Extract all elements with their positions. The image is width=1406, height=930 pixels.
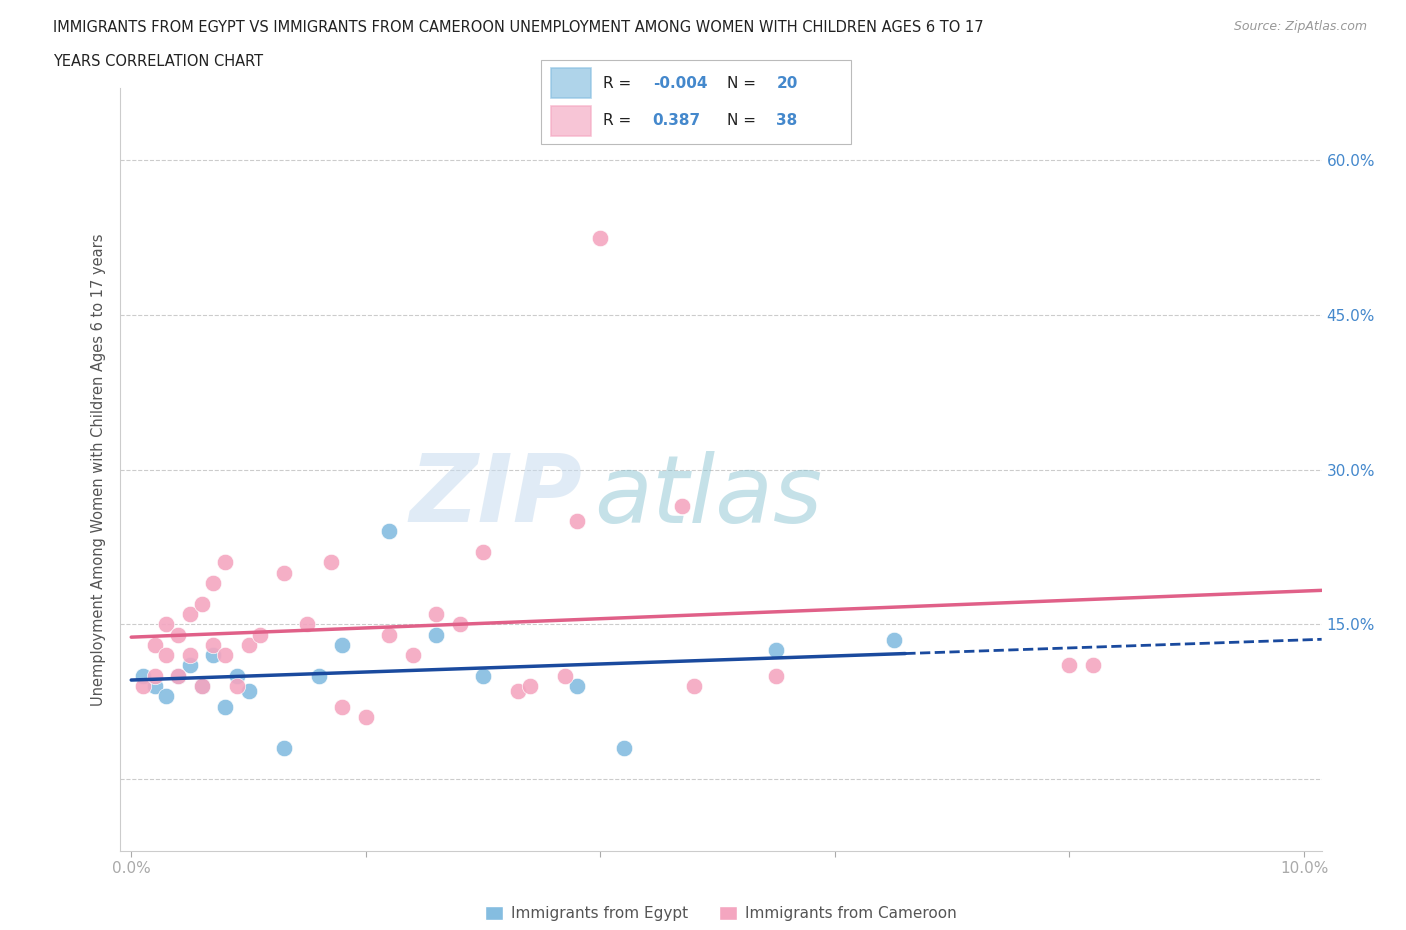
Text: R =: R = <box>603 113 637 128</box>
Point <box>883 632 905 647</box>
Point <box>214 647 236 662</box>
Point <box>472 669 495 684</box>
Point <box>425 627 447 642</box>
Point <box>225 669 247 684</box>
Text: Source: ZipAtlas.com: Source: ZipAtlas.com <box>1233 20 1367 33</box>
Point <box>179 606 201 621</box>
Text: N =: N = <box>727 113 761 128</box>
Text: R =: R = <box>603 75 637 90</box>
Point <box>613 740 636 755</box>
Point <box>202 637 225 652</box>
Point <box>671 498 693 513</box>
Point <box>1081 658 1104 673</box>
Bar <box>551 106 591 136</box>
Text: ZIP: ZIP <box>409 450 582 542</box>
Point <box>565 513 588 528</box>
Text: -0.004: -0.004 <box>652 75 707 90</box>
Point <box>143 669 166 684</box>
Point <box>295 617 318 631</box>
Point <box>202 576 225 591</box>
Point <box>683 679 706 694</box>
Point <box>155 617 177 631</box>
Point <box>354 710 377 724</box>
Point <box>273 740 295 755</box>
Legend: Immigrants from Egypt, Immigrants from Cameroon: Immigrants from Egypt, Immigrants from C… <box>479 900 962 927</box>
Point <box>132 669 155 684</box>
Point <box>238 684 260 698</box>
Point <box>155 689 177 704</box>
Point <box>143 637 166 652</box>
Point <box>1059 658 1081 673</box>
Y-axis label: Unemployment Among Women with Children Ages 6 to 17 years: Unemployment Among Women with Children A… <box>90 233 105 706</box>
Point <box>225 679 247 694</box>
Point <box>565 679 588 694</box>
Point <box>167 627 190 642</box>
Point <box>330 699 353 714</box>
Point <box>765 669 787 684</box>
Point <box>308 669 330 684</box>
Point <box>765 643 787 658</box>
Point <box>179 647 201 662</box>
Point <box>589 231 612 246</box>
Point <box>155 647 177 662</box>
Point <box>167 669 190 684</box>
Text: N =: N = <box>727 75 761 90</box>
Point <box>508 684 530 698</box>
Point <box>378 524 401 538</box>
Point <box>202 647 225 662</box>
Point <box>190 596 212 611</box>
Text: IMMIGRANTS FROM EGYPT VS IMMIGRANTS FROM CAMEROON UNEMPLOYMENT AMONG WOMEN WITH : IMMIGRANTS FROM EGYPT VS IMMIGRANTS FROM… <box>53 20 984 35</box>
Point <box>519 679 541 694</box>
Text: 20: 20 <box>776 75 797 90</box>
Point <box>214 699 236 714</box>
Point <box>143 679 166 694</box>
Point <box>249 627 271 642</box>
Bar <box>551 68 591 99</box>
Text: 38: 38 <box>776 113 797 128</box>
Text: atlas: atlas <box>595 451 823 542</box>
Point <box>132 679 155 694</box>
Point <box>214 555 236 570</box>
Text: YEARS CORRELATION CHART: YEARS CORRELATION CHART <box>53 54 263 69</box>
Point <box>554 669 576 684</box>
Text: 0.387: 0.387 <box>652 113 700 128</box>
Point <box>425 606 447 621</box>
Point <box>319 555 342 570</box>
Point <box>190 679 212 694</box>
Point <box>472 545 495 560</box>
Point <box>330 637 353 652</box>
Point <box>273 565 295 580</box>
Point <box>179 658 201 673</box>
Point <box>167 669 190 684</box>
Point <box>378 627 401 642</box>
Point <box>402 647 425 662</box>
Point <box>190 679 212 694</box>
Point <box>449 617 471 631</box>
Point <box>238 637 260 652</box>
